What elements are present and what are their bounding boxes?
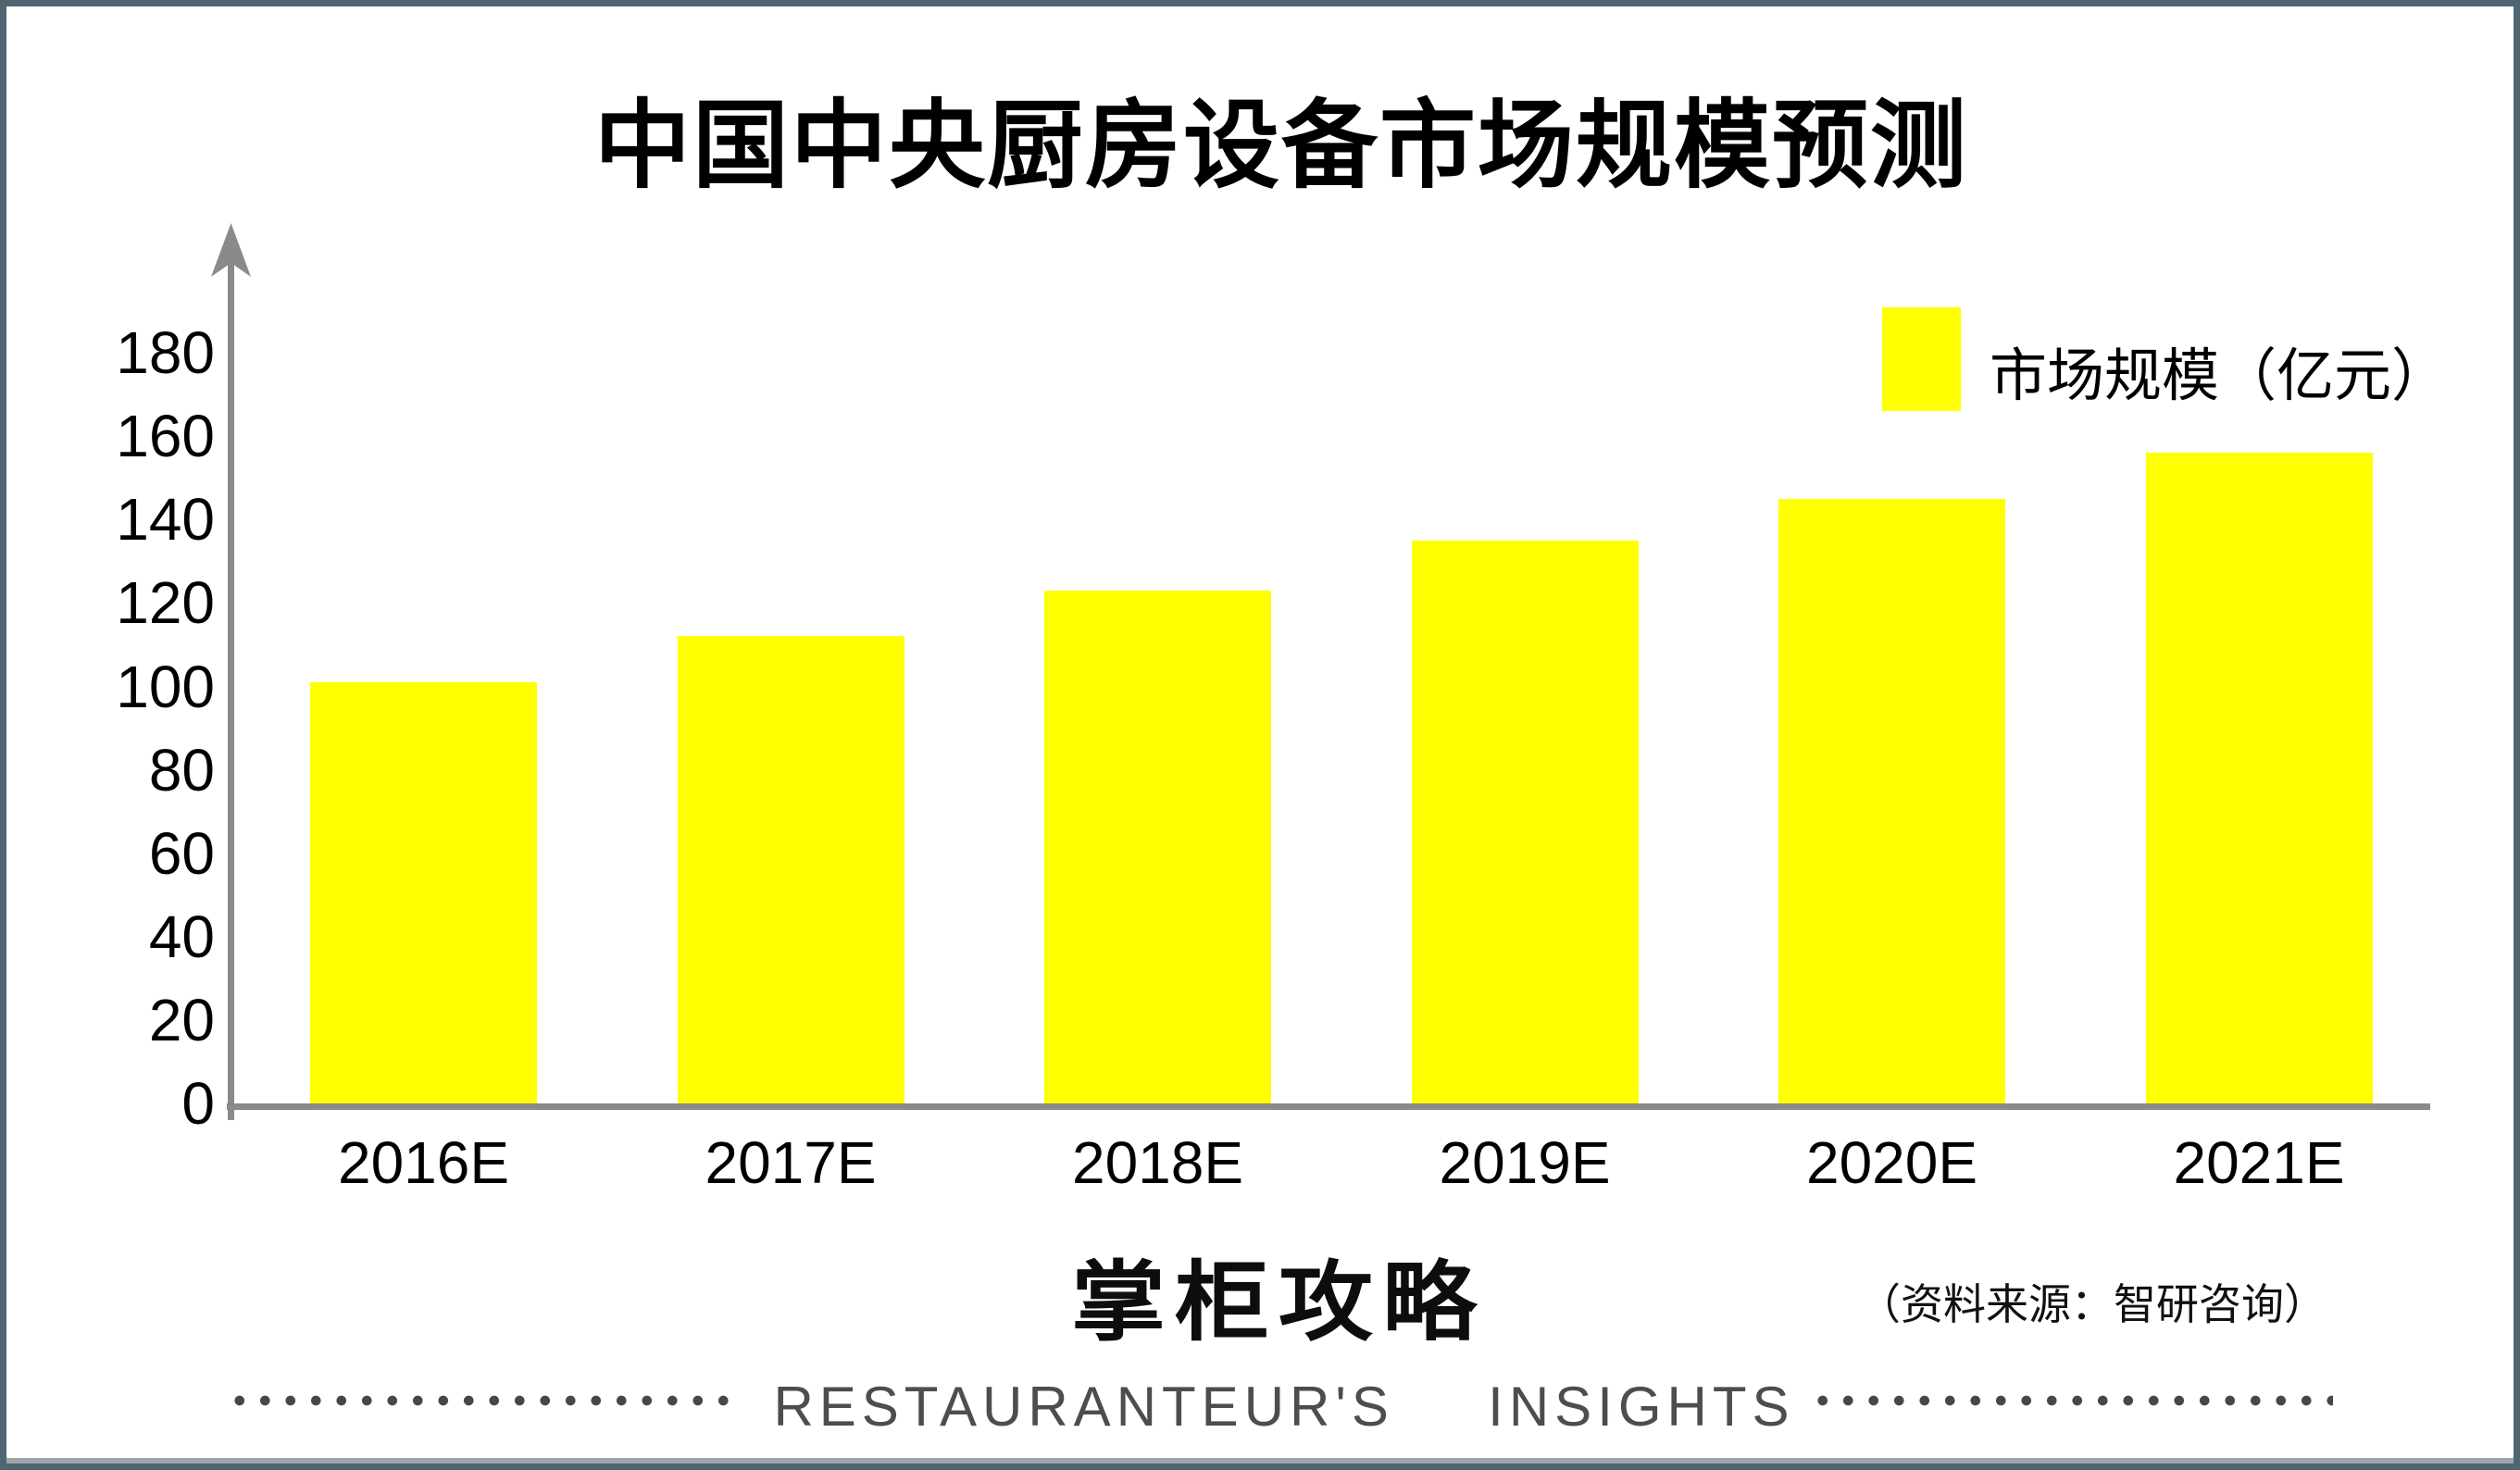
x-tick-label: 2018E — [1071, 1129, 1244, 1196]
source-note: （资料来源：智研咨询） — [1858, 1281, 2327, 1328]
bar-2021E — [2145, 453, 2373, 1103]
y-tick-label: 80 — [148, 736, 215, 804]
brand-logo: 掌柜攻略 — [1071, 1253, 1486, 1352]
y-tick-label: 140 — [116, 486, 215, 554]
legend-swatch — [1882, 307, 1961, 411]
x-tick-label: 2020E — [1805, 1129, 1978, 1196]
dotted-line-right — [1810, 1395, 2333, 1406]
chart-title: 中国中央厨房设备市场规模预测 — [593, 93, 1968, 200]
y-tick-label: 20 — [148, 986, 215, 1053]
tagline: RESTAURANTEUR'S INSIGHTS — [773, 1376, 1795, 1438]
x-tick-label: 2016E — [337, 1129, 510, 1196]
bar-2019E — [1411, 540, 1639, 1103]
x-tick-label: 2021E — [2173, 1129, 2345, 1196]
legend-label: 市场规模（亿元） — [1990, 344, 2450, 408]
y-tick-label: 160 — [116, 403, 215, 470]
y-tick-label: 180 — [116, 319, 215, 387]
x-tick-label: 2019E — [1439, 1129, 1611, 1196]
y-tick-label: 100 — [116, 653, 215, 720]
y-tick-label: 0 — [181, 1070, 215, 1137]
x-tick-label: 2017E — [705, 1129, 877, 1196]
y-axis-line — [228, 245, 234, 1120]
bar-2017E — [677, 636, 904, 1103]
y-tick-label: 120 — [116, 569, 215, 637]
bar-2020E — [1778, 498, 2005, 1103]
y-tick-label: 60 — [148, 819, 215, 887]
bar-2016E — [310, 681, 537, 1103]
x-axis-line — [227, 1103, 2430, 1110]
y-tick-label: 40 — [148, 903, 215, 970]
bar-2018E — [1044, 590, 1271, 1103]
dotted-line-left — [227, 1395, 742, 1406]
